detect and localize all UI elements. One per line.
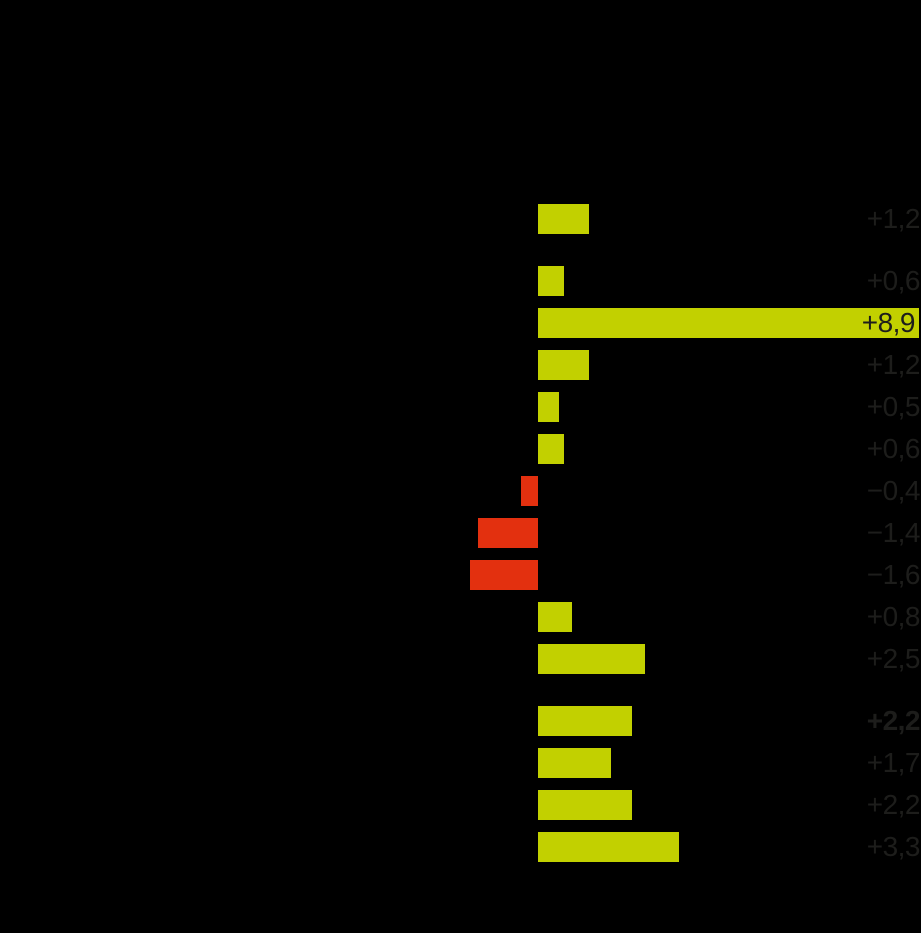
chart-row: −1,6 — [0, 560, 921, 590]
bar-positive — [538, 434, 564, 464]
bar-value-label: +2,5 — [866, 643, 921, 674]
bar-value-label: +8,9 — [861, 307, 916, 338]
bar-value-label: +0,6 — [866, 433, 921, 464]
chart-row: +1,7 — [0, 748, 921, 778]
chart-row: −0,4 — [0, 476, 921, 506]
bar-value-label: +0,6 — [866, 265, 921, 296]
chart-row: −1,4 — [0, 518, 921, 548]
chart-row: +0,6 — [0, 434, 921, 464]
bar-value-label: +2,2 — [866, 705, 921, 736]
chart-row: +0,5 — [0, 392, 921, 422]
bar-positive — [538, 266, 564, 296]
chart-row: +0,8 — [0, 602, 921, 632]
bar-negative — [520, 476, 538, 506]
bar-negative — [469, 560, 538, 590]
chart-row: +1,2 — [0, 204, 921, 234]
bar-positive — [538, 204, 590, 234]
chart-row: +2,5 — [0, 644, 921, 674]
bar-positive — [538, 392, 560, 422]
bar-positive — [538, 748, 611, 778]
bar-value-label: +1,2 — [866, 349, 921, 380]
bar-value-label: +1,7 — [866, 747, 921, 778]
bar-value-label: +0,5 — [866, 391, 921, 422]
chart-row: +2,2 — [0, 706, 921, 736]
bar-value-label: +3,3 — [866, 831, 921, 862]
chart-row: +8,9 — [0, 308, 921, 338]
bar-value-label: −1,4 — [866, 517, 921, 548]
bar-positive — [538, 644, 645, 674]
bar-value-label: −1,6 — [866, 559, 921, 590]
chart-row: +1,2 — [0, 350, 921, 380]
bar-positive — [538, 790, 633, 820]
bar-positive — [538, 706, 633, 736]
chart-row: +0,6 — [0, 266, 921, 296]
chart-row: +2,2 — [0, 790, 921, 820]
bar-value-label: −0,4 — [866, 475, 921, 506]
bar-value-label: +1,2 — [866, 203, 921, 234]
bar-positive — [538, 832, 680, 862]
bar-value-label: +0,8 — [866, 601, 921, 632]
bar-positive — [538, 602, 573, 632]
bar-positive — [538, 308, 919, 338]
bar-positive — [538, 350, 590, 380]
bar-negative — [478, 518, 538, 548]
bar-value-label: +2,2 — [866, 789, 921, 820]
chart-row: +3,3 — [0, 832, 921, 862]
